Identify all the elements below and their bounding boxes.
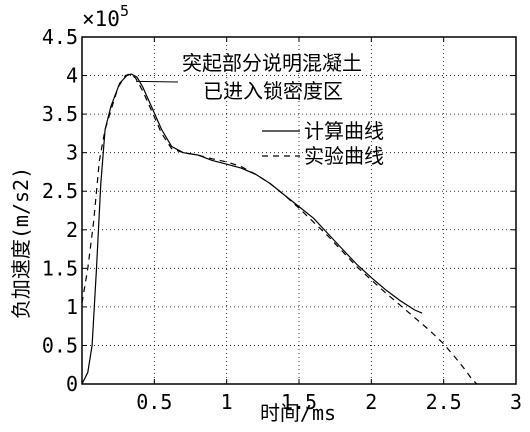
annotation: 突起部分说明混凝土 已进入锁密度区 [136, 51, 362, 103]
y-tick-label: 2.5 [42, 179, 78, 203]
x-tick-label: 1.5 [281, 390, 317, 414]
annotation-line-2: 已进入锁密度区 [203, 79, 343, 103]
legend: 计算曲线 实验曲线 [262, 119, 384, 168]
series-layer [81, 73, 478, 385]
series-line-calculated [81, 73, 423, 385]
x-tick-label: 3 [510, 390, 522, 414]
y-tick-label: 1 [66, 295, 78, 319]
y-tick-labels: 0 0.5 1 1.5 2 2.5 3 3.5 4 4.5 [42, 25, 78, 396]
series-line-experimental [81, 73, 478, 385]
y-tick-label: 0.5 [42, 333, 78, 357]
x-tick-label: 2.5 [426, 390, 462, 414]
y-tick-label: 3.5 [42, 102, 78, 126]
y-tick-label: 1.5 [42, 256, 78, 280]
y-tick-label: 0 [66, 372, 78, 396]
x-axis-label: 时间/ms [260, 401, 336, 425]
x-tick-labels: 0.5 1 1.5 2 2.5 3 [136, 390, 522, 414]
y-axis-exponent: ×105 [82, 2, 129, 31]
y-axis-exponent-base: ×10 [82, 7, 120, 31]
x-tick-label: 1 [221, 390, 233, 414]
x-tick-label: 0.5 [136, 390, 172, 414]
y-tick-label: 3 [66, 141, 78, 165]
legend-label-calculated: 计算曲线 [304, 119, 384, 143]
y-axis-exponent-power: 5 [120, 2, 129, 20]
y-tick-label: 4.5 [42, 25, 78, 49]
x-tick-label: 2 [365, 390, 377, 414]
tick-marks [81, 36, 517, 385]
y-tick-label: 4 [66, 64, 78, 88]
y-tick-label: 2 [66, 218, 78, 242]
legend-label-experimental: 实验曲线 [304, 144, 384, 168]
annotation-line-1: 突起部分说明混凝土 [182, 51, 362, 75]
annotation-leader-line [136, 80, 179, 83]
y-axis-label: 负加速度(m/s2) [9, 167, 33, 319]
